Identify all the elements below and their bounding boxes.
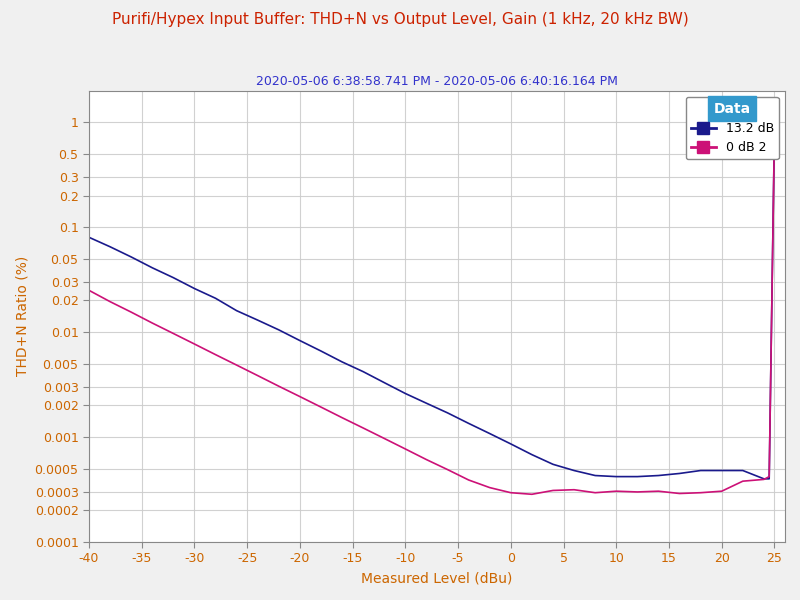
13.2 dB	[169, 274, 178, 281]
13.2 dB	[84, 233, 94, 241]
0 dB 2	[232, 361, 242, 368]
13.2 dB	[770, 126, 779, 133]
0 dB 2	[106, 298, 115, 305]
13.2 dB	[106, 243, 115, 250]
0 dB 2	[358, 424, 368, 431]
Text: Ap: Ap	[731, 109, 761, 128]
13.2 dB	[696, 467, 706, 474]
13.2 dB	[442, 409, 452, 416]
Line: 0 dB 2: 0 dB 2	[89, 133, 774, 494]
0 dB 2	[338, 414, 347, 421]
0 dB 2	[422, 456, 431, 463]
0 dB 2	[759, 476, 769, 483]
13.2 dB	[316, 347, 326, 355]
0 dB 2	[506, 489, 516, 496]
13.2 dB	[654, 472, 663, 479]
13.2 dB	[253, 317, 262, 324]
Legend: 13.2 dB, 0 dB 2: 13.2 dB, 0 dB 2	[686, 97, 778, 160]
Text: Purifi/Hypex Input Buffer: THD+N vs Output Level, Gain (1 kHz, 20 kHz BW): Purifi/Hypex Input Buffer: THD+N vs Outp…	[112, 12, 688, 27]
13.2 dB	[590, 472, 600, 479]
13.2 dB	[147, 264, 157, 271]
13.2 dB	[126, 253, 136, 260]
0 dB 2	[485, 484, 494, 491]
X-axis label: Measured Level (dBu): Measured Level (dBu)	[362, 571, 513, 585]
0 dB 2	[379, 435, 389, 442]
13.2 dB	[485, 430, 494, 437]
0 dB 2	[764, 473, 774, 480]
0 dB 2	[401, 445, 410, 452]
0 dB 2	[548, 487, 558, 494]
Title: 2020-05-06 6:38:58.741 PM - 2020-05-06 6:40:16.164 PM: 2020-05-06 6:38:58.741 PM - 2020-05-06 6…	[256, 75, 618, 88]
0 dB 2	[633, 488, 642, 496]
0 dB 2	[253, 372, 262, 379]
0 dB 2	[126, 308, 136, 316]
13.2 dB	[401, 390, 410, 397]
13.2 dB	[358, 368, 368, 375]
13.2 dB	[190, 285, 199, 292]
0 dB 2	[442, 466, 452, 473]
0 dB 2	[696, 489, 706, 496]
13.2 dB	[717, 467, 726, 474]
0 dB 2	[190, 340, 199, 347]
13.2 dB	[527, 451, 537, 458]
13.2 dB	[210, 295, 220, 302]
13.2 dB	[570, 467, 579, 474]
13.2 dB	[759, 475, 769, 482]
0 dB 2	[590, 489, 600, 496]
13.2 dB	[548, 461, 558, 468]
0 dB 2	[570, 486, 579, 493]
0 dB 2	[274, 383, 283, 390]
13.2 dB	[232, 307, 242, 314]
0 dB 2	[147, 319, 157, 326]
0 dB 2	[611, 488, 621, 495]
0 dB 2	[770, 129, 779, 136]
13.2 dB	[295, 337, 305, 344]
13.2 dB	[633, 473, 642, 480]
0 dB 2	[316, 403, 326, 410]
13.2 dB	[738, 467, 748, 474]
0 dB 2	[738, 478, 748, 485]
13.2 dB	[464, 420, 474, 427]
0 dB 2	[169, 330, 178, 337]
13.2 dB	[506, 440, 516, 448]
13.2 dB	[422, 400, 431, 407]
13.2 dB	[611, 473, 621, 480]
Y-axis label: THD+N Ratio (%): THD+N Ratio (%)	[15, 256, 29, 376]
0 dB 2	[84, 287, 94, 294]
Line: 13.2 dB: 13.2 dB	[89, 130, 774, 479]
13.2 dB	[379, 379, 389, 386]
13.2 dB	[338, 358, 347, 365]
13.2 dB	[274, 326, 283, 334]
0 dB 2	[717, 488, 726, 495]
0 dB 2	[527, 491, 537, 498]
0 dB 2	[295, 393, 305, 400]
0 dB 2	[654, 488, 663, 495]
0 dB 2	[210, 351, 220, 358]
0 dB 2	[464, 476, 474, 484]
0 dB 2	[674, 490, 684, 497]
13.2 dB	[674, 470, 684, 477]
13.2 dB	[764, 475, 774, 482]
